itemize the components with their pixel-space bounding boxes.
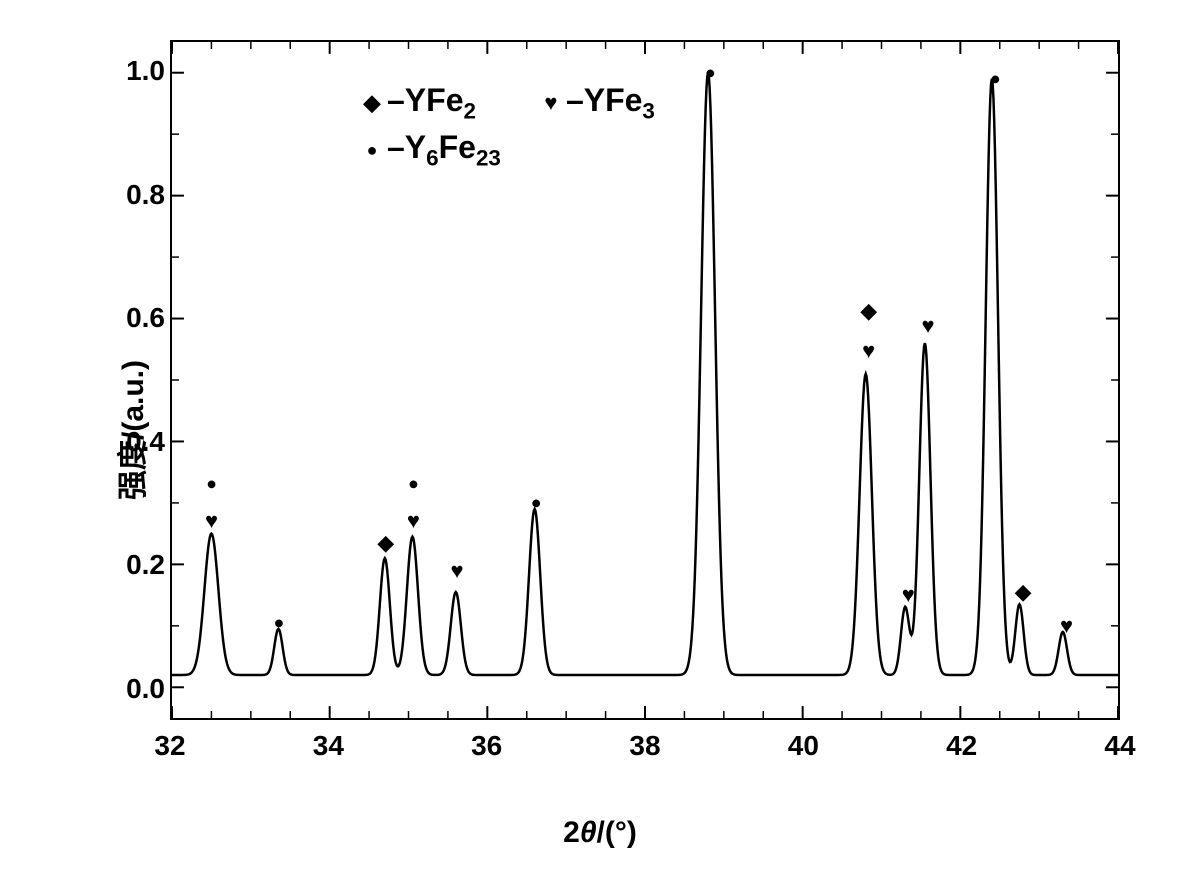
xrd-chart: ● ♥ ● ◆ ● ♥ ♥ ● ● ◆ ♥ ♥ ♥ ● ◆ ♥ ◆ –YFe2 ♥ –YFe3 ● –Y6Fe… [50, 20, 1150, 840]
legend-text: –YFe3 [566, 82, 655, 124]
legend-text: –Y6Fe23 [387, 129, 501, 171]
diamond-icon: ◆ [1015, 579, 1032, 605]
legend-item-yfe3: ♥ –YFe3 [536, 82, 655, 124]
x-tick-label: 42 [946, 730, 977, 762]
diamond-icon: ◆ [377, 530, 394, 556]
circle-icon: ● [408, 474, 419, 495]
y-tick-label: 0.8 [126, 179, 165, 211]
heart-icon: ♥ [922, 313, 935, 339]
legend-row-2: ● –Y6Fe23 [357, 129, 715, 171]
x-axis-label: 2θ/(°) [563, 816, 637, 850]
x-tick-label: 38 [629, 730, 660, 762]
x-tick-label: 40 [788, 730, 819, 762]
legend-text: –YFe2 [387, 82, 476, 124]
heart-icon: ♥ [205, 508, 218, 534]
diamond-icon: ◆ [357, 90, 387, 116]
heart-icon: ♥ [862, 338, 875, 364]
y-tick-label: 1.0 [126, 55, 165, 87]
x-tick-label: 36 [471, 730, 502, 762]
circle-icon: ● [357, 140, 387, 161]
x-tick-label: 32 [154, 730, 185, 762]
circle-icon: ● [273, 613, 284, 634]
legend-item-yfe2: ◆ –YFe2 [357, 82, 476, 124]
heart-icon: ♥ [1060, 613, 1073, 639]
heart-icon: ♥ [407, 508, 420, 534]
circle-icon: ● [531, 492, 542, 513]
x-tick-label: 34 [313, 730, 344, 762]
plot-area: ● ♥ ● ◆ ● ♥ ♥ ● ● ◆ ♥ ♥ ♥ ● ◆ ♥ ◆ –YFe2 ♥ –YFe3 ● –Y6Fe… [170, 40, 1120, 720]
diamond-icon: ◆ [860, 298, 877, 324]
circle-icon: ● [206, 474, 217, 495]
legend-item-y6fe23: ● –Y6Fe23 [357, 129, 501, 171]
y-tick-label: 0.4 [126, 426, 165, 458]
circle-icon: ● [705, 62, 716, 83]
legend: ◆ –YFe2 ♥ –YFe3 ● –Y6Fe23 [357, 82, 715, 177]
legend-row-1: ◆ –YFe2 ♥ –YFe3 [357, 82, 715, 124]
heart-icon: ♥ [902, 582, 915, 608]
y-tick-label: 0.6 [126, 302, 165, 334]
y-tick-label: 0.0 [126, 673, 165, 705]
y-tick-label: 0.2 [126, 549, 165, 581]
x-tick-label: 44 [1104, 730, 1135, 762]
heart-icon: ♥ [536, 90, 566, 116]
heart-icon: ♥ [450, 558, 463, 584]
circle-icon: ● [990, 69, 1001, 90]
